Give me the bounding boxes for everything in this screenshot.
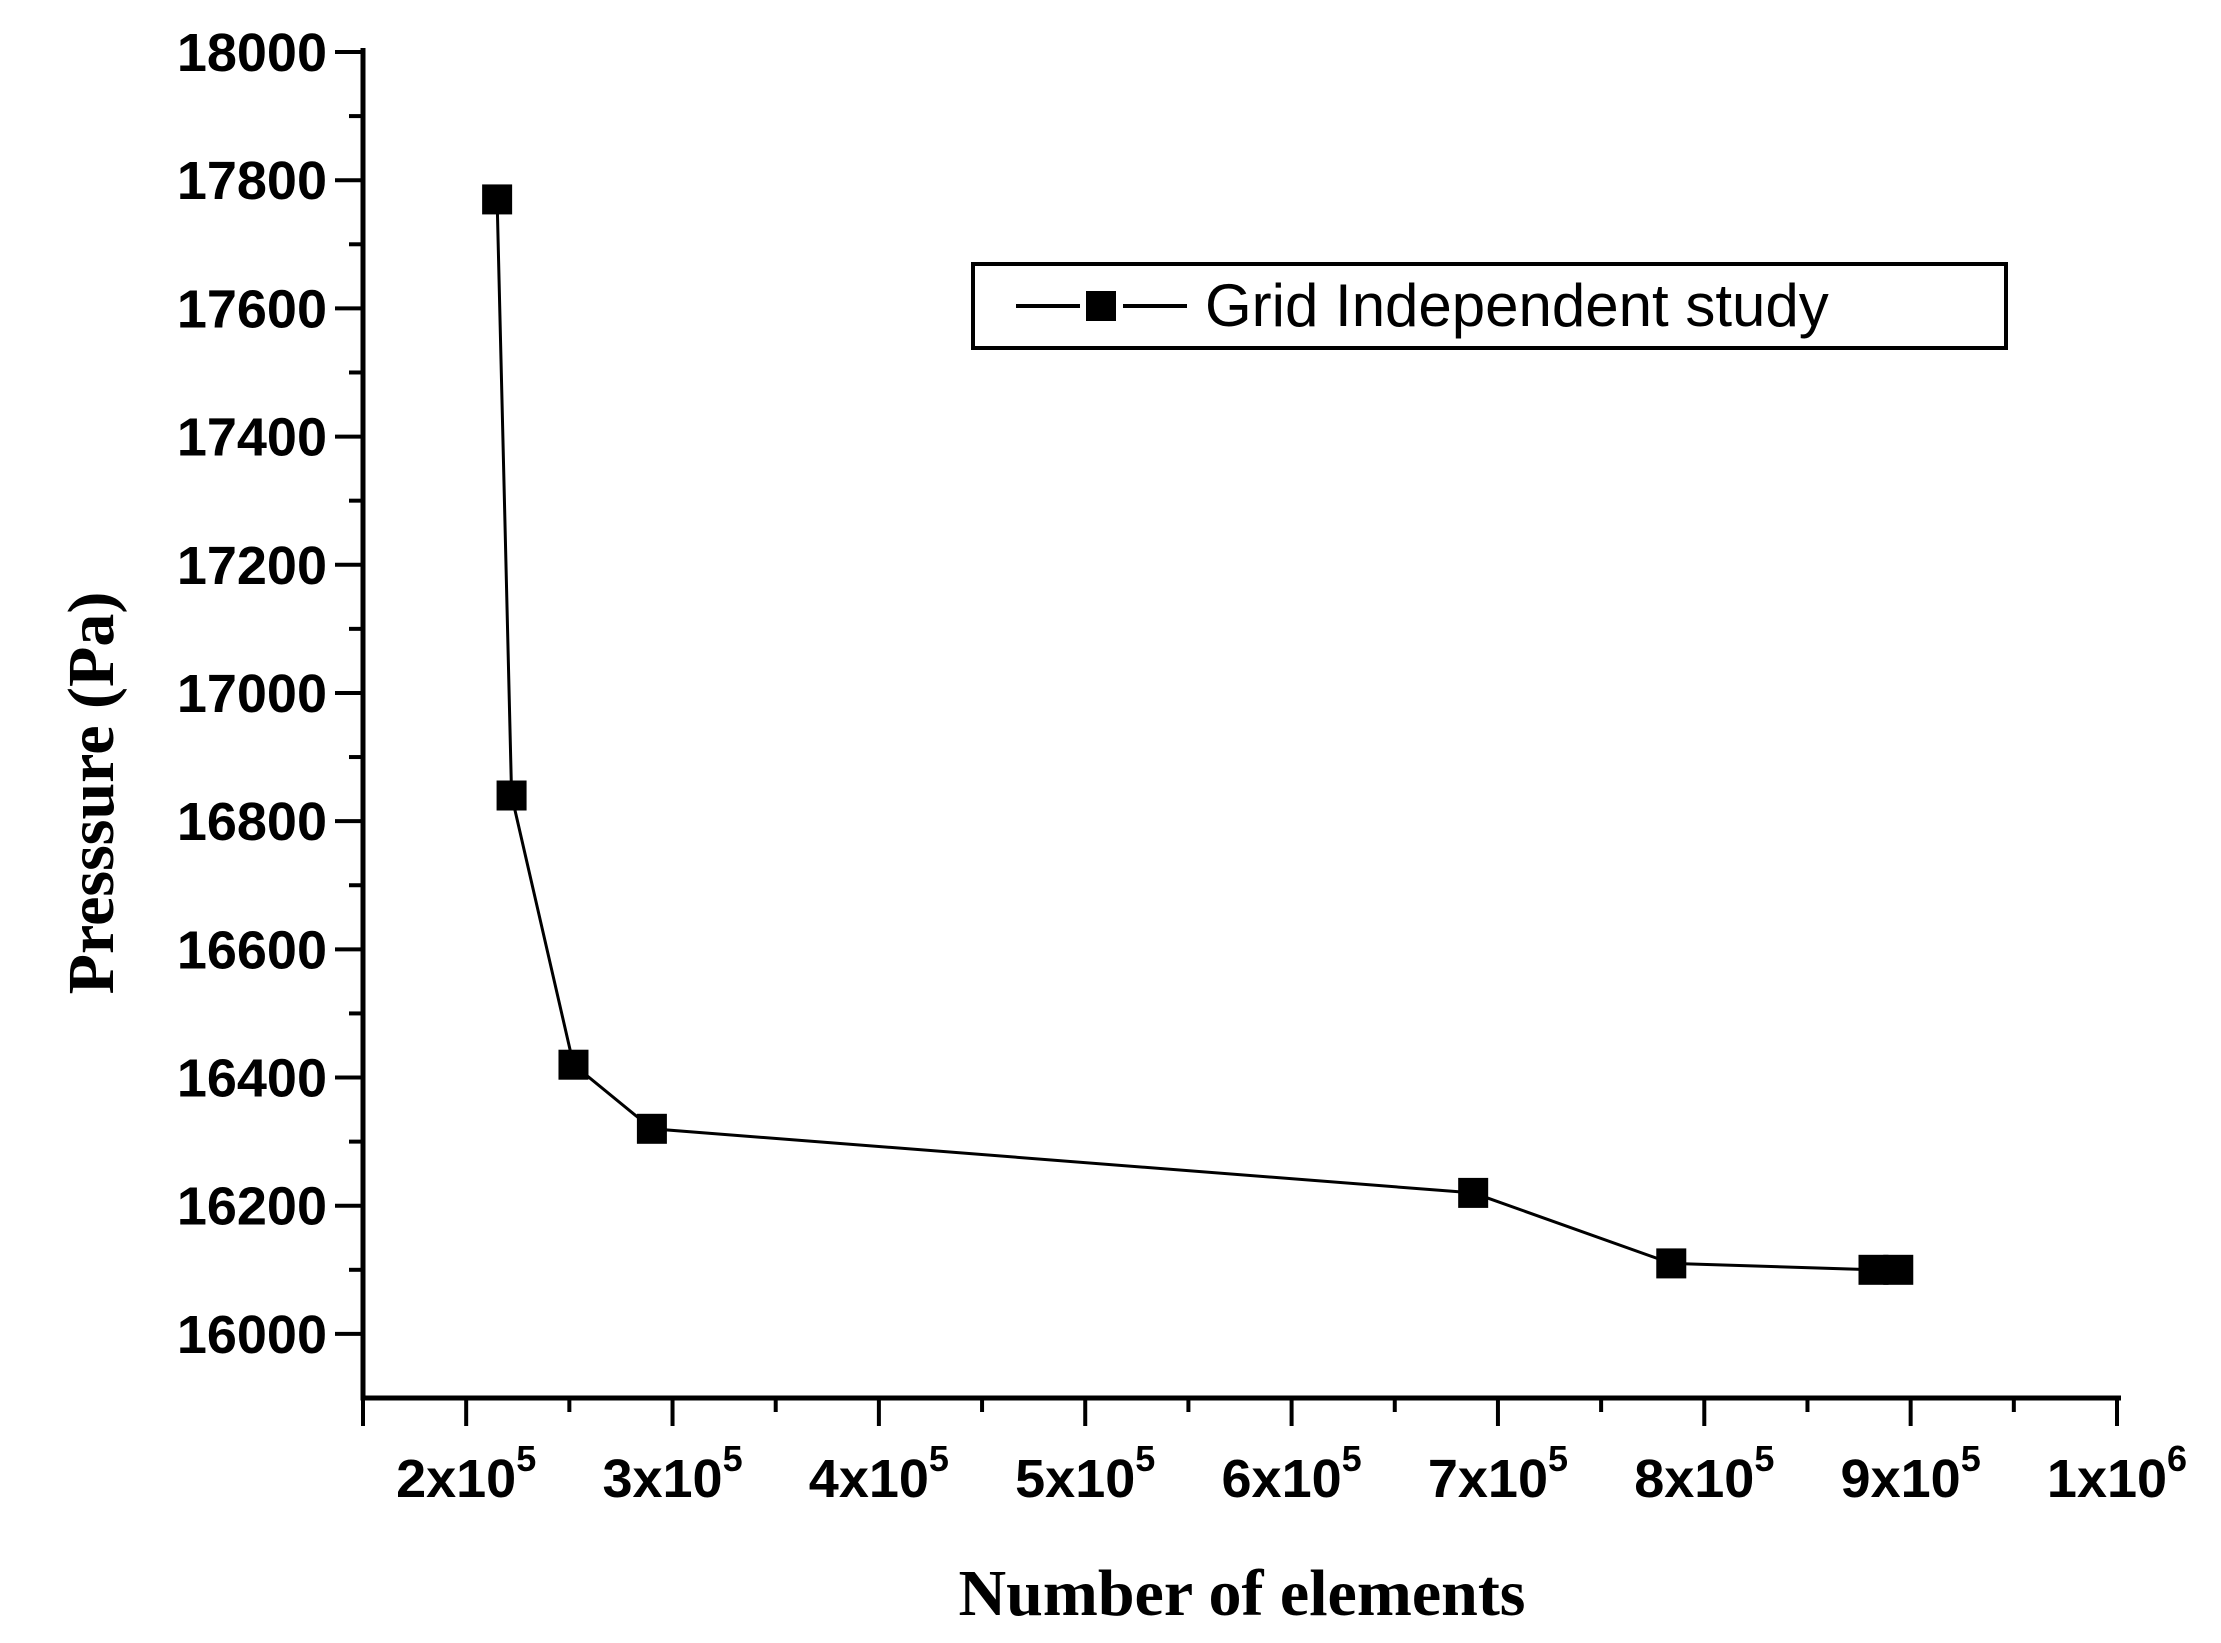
y-tick-label: 16200: [177, 1177, 327, 1237]
legend-line-icon: [1123, 304, 1187, 308]
y-tick-label: 16400: [177, 1049, 327, 1109]
x-tick-label: 4x105: [809, 1438, 949, 1509]
data-point-marker: [496, 780, 527, 811]
y-tick-label: 17000: [177, 664, 327, 724]
y-tick-label: 17400: [177, 408, 327, 468]
x-tick-label: 7x105: [1428, 1438, 1568, 1509]
legend-square-marker-icon: [1086, 291, 1116, 321]
data-point-marker: [1656, 1248, 1687, 1279]
x-tick-label: 3x105: [602, 1438, 742, 1509]
x-tick-label: 9x105: [1841, 1438, 1981, 1509]
x-tick-label: 2x105: [396, 1438, 536, 1509]
data-point-marker: [482, 184, 513, 215]
x-tick-label: 1x106: [2047, 1438, 2187, 1509]
y-tick-label: 17600: [177, 279, 327, 339]
x-axis-title: Number of elements: [958, 1557, 1526, 1630]
legend-label: Grid Independent study: [1205, 272, 1829, 339]
y-axis-title: Presssure (Pa): [55, 591, 128, 995]
series-line: [495, 199, 1899, 1272]
y-tick-label: 17800: [177, 151, 327, 211]
data-point-marker: [1883, 1254, 1914, 1285]
data-point-marker: [636, 1113, 667, 1144]
legend-line-icon: [1016, 304, 1080, 308]
y-tick-label: 18000: [177, 23, 327, 83]
data-point-marker: [1458, 1177, 1489, 1208]
y-tick-label: 17200: [177, 536, 327, 596]
x-tick-label: 8x105: [1634, 1438, 1774, 1509]
y-tick-label: 16800: [177, 792, 327, 852]
x-tick-label: 5x105: [1015, 1438, 1155, 1509]
y-tick-label: 16600: [177, 920, 327, 980]
legend-box: Grid Independent study: [971, 262, 2008, 350]
legend-sample: [1016, 291, 1187, 321]
y-tick-label: 16000: [177, 1305, 327, 1365]
data-point-marker: [558, 1049, 589, 1080]
x-tick-label: 6x105: [1222, 1438, 1362, 1509]
